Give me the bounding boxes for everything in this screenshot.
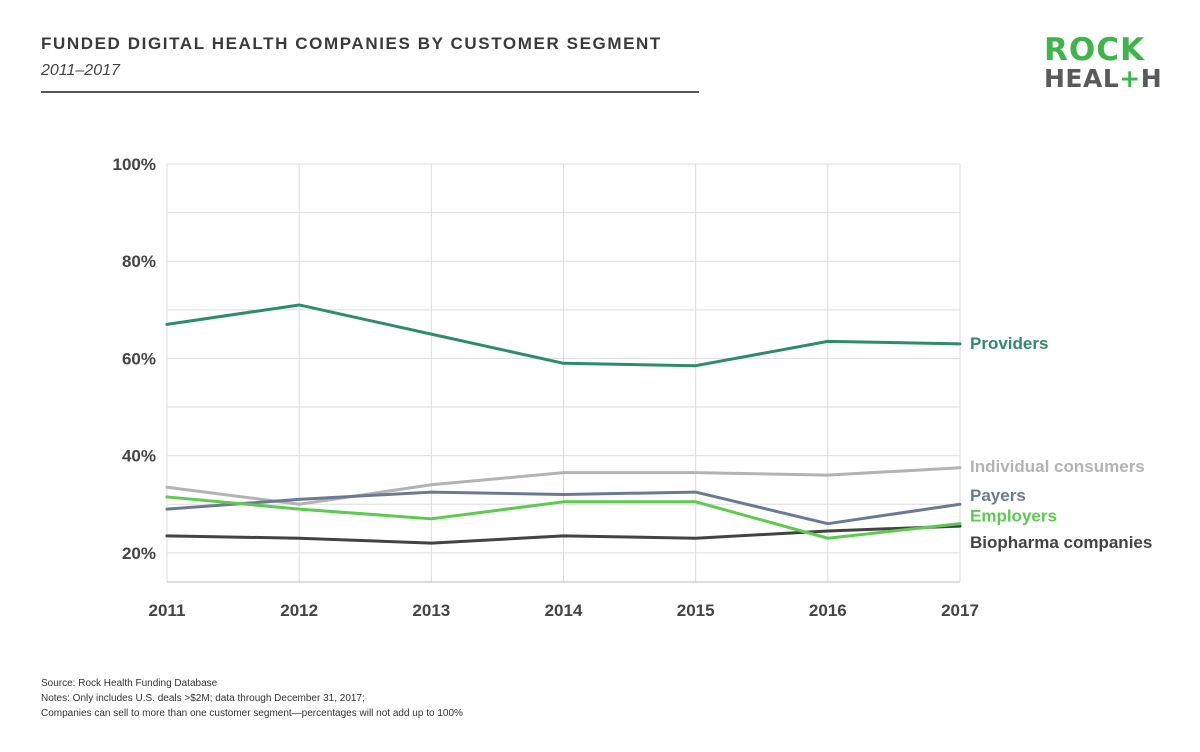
- notes-line-2: Companies can sell to more than one cust…: [41, 708, 463, 719]
- series-line-individual-consumers: [165, 466, 962, 506]
- legend-label-payers: Payers: [970, 486, 1026, 505]
- x-tick-label: 2012: [280, 601, 318, 620]
- logo-line-health: HEAL+H: [1044, 64, 1163, 93]
- series-line-payers: [165, 490, 962, 526]
- chart-subtitle: 2011–2017: [41, 62, 120, 79]
- legend-label-employers: Employers: [970, 507, 1057, 526]
- x-tick-label: 2014: [545, 601, 583, 620]
- x-tick-label: 2015: [677, 601, 715, 620]
- chart-footer: Source: Rock Health Funding Database Not…: [41, 676, 463, 721]
- y-tick-label: 40%: [122, 447, 156, 466]
- series-line-biopharma-companies: [165, 524, 962, 545]
- notes-line-1: Notes: Only includes U.S. deals >$2M; da…: [41, 693, 365, 704]
- legend-label-individual-consumers: Individual consumers: [970, 457, 1145, 476]
- x-tick-label: 2017: [941, 601, 979, 620]
- y-tick-label: 80%: [122, 252, 156, 271]
- logo-line-rock: ROCK: [1044, 32, 1145, 68]
- series-line-employers: [165, 495, 962, 540]
- chart-header: FUNDED DIGITAL HEALTH COMPANIES BY CUSTO…: [41, 34, 699, 80]
- x-tick-label: 2011: [149, 601, 186, 620]
- chart-title: FUNDED DIGITAL HEALTH COMPANIES BY CUSTO…: [41, 34, 662, 53]
- logo-health-b: H: [1140, 64, 1163, 93]
- rock-health-logo: ROCK HEAL+H: [1044, 32, 1163, 93]
- source-note: Source: Rock Health Funding Database: [41, 678, 218, 689]
- legend-label-biopharma-companies: Biopharma companies: [970, 533, 1152, 552]
- y-tick-label: 100%: [113, 155, 156, 174]
- header-rule: [41, 91, 699, 93]
- x-tick-label: 2013: [412, 601, 450, 620]
- y-tick-label: 60%: [122, 349, 156, 368]
- logo-plus-icon: +: [1119, 64, 1141, 93]
- series-line-providers: [165, 303, 962, 368]
- logo-health-a: HEAL: [1044, 64, 1120, 93]
- y-tick-label: 20%: [122, 544, 156, 563]
- x-tick-label: 2016: [809, 601, 847, 620]
- legend-label-providers: Providers: [970, 334, 1048, 353]
